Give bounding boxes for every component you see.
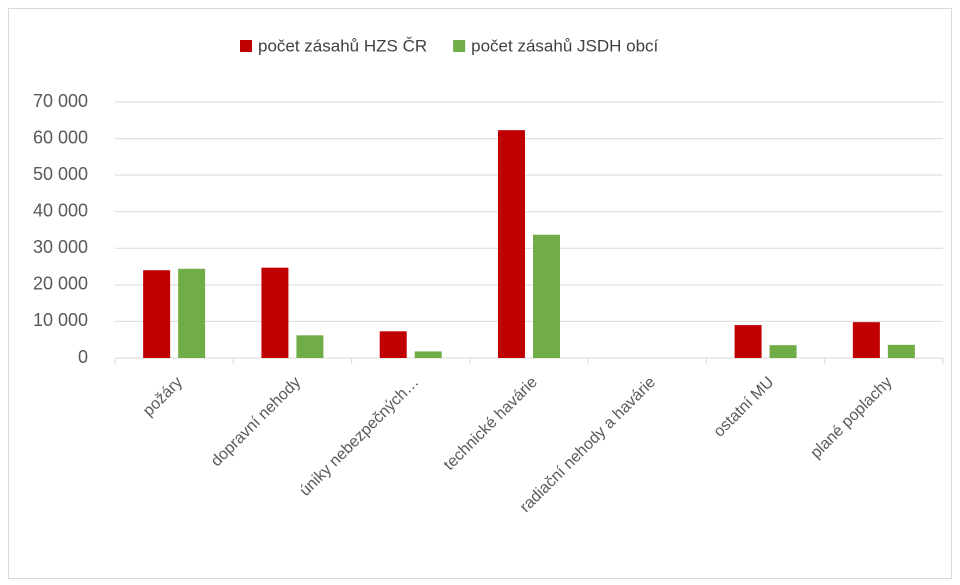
bar — [379, 331, 407, 358]
bar — [143, 270, 171, 358]
y-tick-label: 70 000 — [33, 91, 88, 111]
bar — [533, 234, 560, 358]
y-tick-label: 30 000 — [33, 237, 88, 257]
bar — [178, 268, 206, 358]
legend-swatch — [240, 40, 252, 52]
y-tick-label: 60 000 — [33, 127, 88, 147]
bar — [852, 322, 880, 358]
y-tick-label: 40 000 — [33, 200, 88, 220]
y-tick-label: 0 — [78, 347, 88, 367]
legend-swatch — [453, 40, 466, 52]
legend-label: počet zásahů HZS ČR — [258, 36, 427, 55]
y-tick-label: 50 000 — [33, 164, 88, 184]
bar — [261, 267, 289, 358]
bar — [769, 345, 797, 358]
bar — [414, 351, 442, 358]
y-tick-label: 20 000 — [33, 274, 88, 294]
bar — [734, 325, 762, 358]
y-tick-label: 10 000 — [33, 310, 88, 330]
bar — [887, 344, 915, 358]
legend-label: počet zásahů JSDH obcí — [471, 36, 658, 55]
bar — [498, 130, 525, 358]
bar — [296, 335, 324, 358]
